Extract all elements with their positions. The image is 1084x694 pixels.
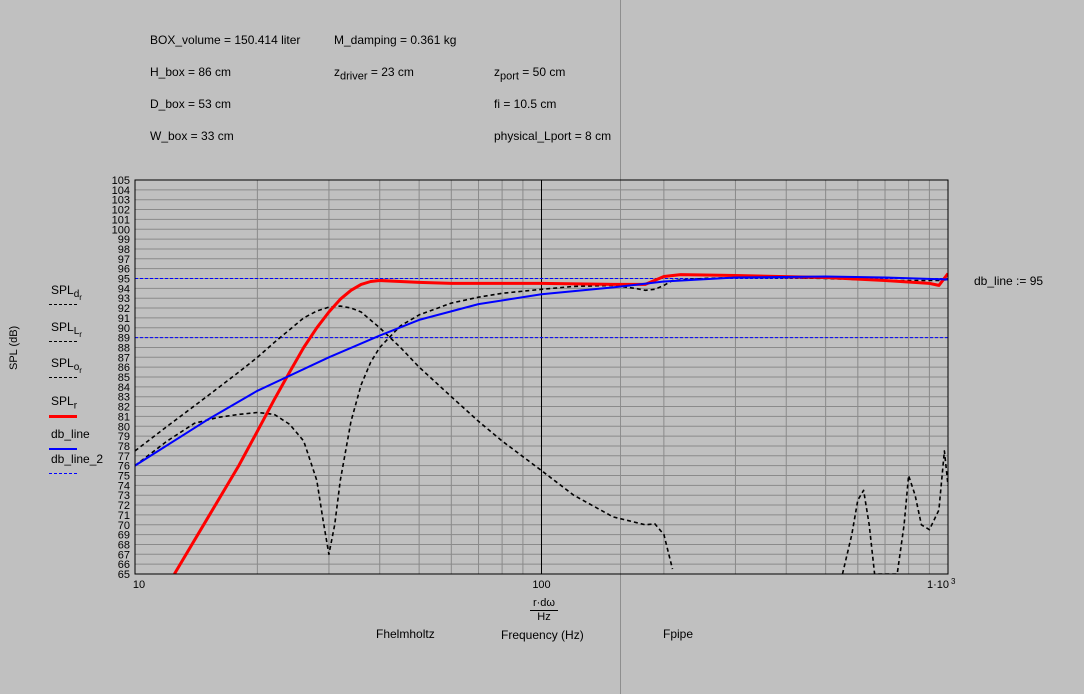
- legend-label-main: SPL: [51, 394, 74, 408]
- legend-label-main: SPL: [51, 283, 74, 297]
- legend-label-5: db_line_2: [51, 452, 103, 466]
- y-tick-label: 66: [118, 559, 130, 571]
- fpipe-label: Fpipe: [663, 627, 694, 641]
- legend-label-4: db_line: [51, 427, 90, 441]
- legend-label-subsub: r: [79, 330, 82, 340]
- y-tick-label: 75: [118, 471, 130, 483]
- y-tick-label: 74: [118, 480, 130, 492]
- y-tick-label: 71: [118, 510, 130, 522]
- y-tick-label: 79: [118, 431, 130, 443]
- fhelmholtz-label: Fhelmholtz: [376, 627, 435, 641]
- y-tick-label: 98: [118, 244, 130, 256]
- x-expression-divider: [530, 610, 558, 611]
- y-tick-label: 86: [118, 362, 130, 374]
- y-tick-label: 65: [118, 569, 130, 581]
- h-box-param: H_box = 86 cm: [150, 65, 232, 79]
- y-tick-label: 70: [118, 520, 130, 532]
- y-tick-label: 92: [118, 303, 130, 315]
- y-tick-label: 94: [118, 283, 130, 295]
- series-line-2: [841, 450, 948, 574]
- series-line-4: [135, 275, 948, 467]
- y-tick-label: 72: [118, 500, 130, 512]
- legend-label-main: SPL: [51, 356, 74, 370]
- y-tick-label: 97: [118, 254, 130, 266]
- w-box-param: W_box = 33 cm: [150, 129, 234, 143]
- y-tick-label: 76: [118, 461, 130, 473]
- y-tick-label: 93: [118, 293, 130, 305]
- legend-label-subsub: r: [79, 293, 82, 303]
- x-axis-label: Frequency (Hz): [501, 628, 584, 642]
- z-port-param: zport = 50 cm: [494, 65, 566, 83]
- y-tick-label: 89: [118, 333, 130, 345]
- y-tick-label: 95: [118, 274, 130, 286]
- x-expression-denominator: Hz: [537, 611, 551, 623]
- legend-swatch-3: [49, 415, 77, 418]
- legend-swatch-2: [49, 377, 77, 378]
- y-tick-label: 105: [112, 175, 130, 187]
- y-tick-label: 104: [112, 185, 130, 197]
- chart-series: [135, 272, 948, 574]
- y-tick-label: 102: [112, 205, 130, 217]
- y-tick-label: 68: [118, 539, 130, 551]
- legend-label-main: SPL: [51, 320, 74, 334]
- y-tick-label: 85: [118, 372, 130, 384]
- x-tick-superscript: 3: [951, 577, 956, 586]
- x-expression-numerator: r·dω: [532, 597, 556, 609]
- legend-label-main: db_line_2: [51, 452, 104, 466]
- y-tick-label: 83: [118, 392, 130, 404]
- y-tick-label: 77: [118, 451, 130, 463]
- y-tick-label: 82: [118, 402, 130, 414]
- x-expression: r·dω Hz: [522, 597, 566, 623]
- fi-param: fi = 10.5 cm: [494, 97, 557, 111]
- y-tick-label: 84: [118, 382, 130, 394]
- y-tick-label: 80: [118, 421, 130, 433]
- legend-label-1: SPLLr: [51, 320, 82, 339]
- legend-label-sub: or: [73, 362, 82, 376]
- legend-label-sub: Lr: [73, 326, 82, 340]
- chart-grid: [134, 179, 949, 575]
- d-box-param: D_box = 53 cm: [150, 97, 232, 111]
- chart-axes: 6566676869707172737475767778798081828384…: [112, 175, 956, 591]
- y-tick-label: 99: [118, 234, 130, 246]
- z-driver-param: zdriver = 23 cm: [334, 65, 414, 83]
- box-volume-param: BOX_volume = 150.414 liter: [150, 33, 301, 47]
- y-tick-label: 90: [118, 323, 130, 335]
- legend-swatch-0: [49, 304, 77, 305]
- y-tick-label: 91: [118, 313, 130, 325]
- legend-swatch-1: [49, 341, 77, 342]
- legend-swatch-5: [49, 473, 77, 474]
- y-tick-label: 81: [118, 411, 130, 423]
- legend-swatch-4: [49, 448, 77, 450]
- y-tick-label: 73: [118, 490, 130, 502]
- physical-lport-param: physical_Lport = 8 cm: [494, 129, 612, 143]
- y-tick-label: 69: [118, 530, 130, 542]
- y-tick-label: 96: [118, 264, 130, 276]
- legend-label-0: SPLdr: [51, 283, 82, 302]
- y-tick-label: 100: [112, 224, 130, 236]
- m-damping-param: M_damping = 0.361 kg: [334, 33, 457, 47]
- plot-frame: [134, 179, 949, 575]
- y-tick-label: 88: [118, 342, 130, 354]
- series-line-0: [135, 305, 674, 570]
- y-tick-label: 67: [118, 549, 130, 561]
- y-tick-label: 87: [118, 352, 130, 364]
- legend-label-2: SPLor: [51, 356, 82, 375]
- legend-label-sub: r: [73, 400, 78, 412]
- y-tick-label: 78: [118, 441, 130, 453]
- y-tick-label: 101: [112, 214, 130, 226]
- legend-label-main: db_line: [51, 427, 90, 441]
- x-tick-label: 100: [532, 579, 550, 591]
- legend-label-subsub: r: [79, 366, 82, 376]
- x-tick-label: 1·10: [927, 579, 949, 591]
- legend-label-sub: dr: [73, 289, 82, 303]
- legend-label-3: SPLr: [51, 394, 77, 411]
- x-tick-label: 10: [133, 579, 145, 591]
- y-tick-label: 103: [112, 195, 130, 207]
- db-line-annotation: db_line := 95: [974, 274, 1044, 288]
- series-line-3: [173, 272, 948, 574]
